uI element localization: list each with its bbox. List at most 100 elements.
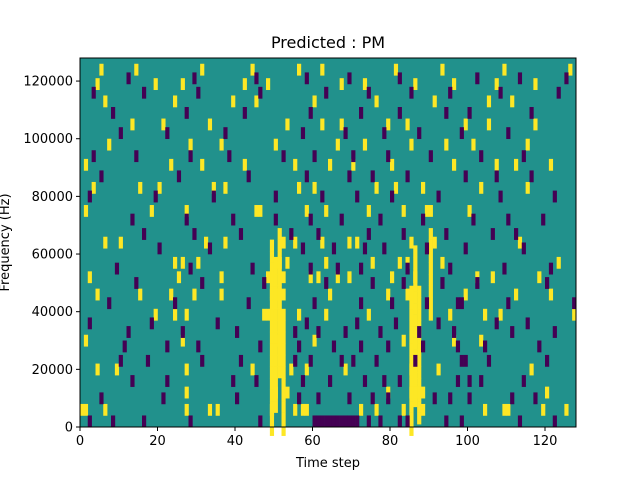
heatmap-cell-low	[343, 326, 348, 338]
heatmap-cell-low	[459, 415, 464, 428]
heatmap-cell-high	[417, 377, 422, 390]
heatmap-cell-high	[281, 271, 286, 284]
heatmap-cell-high	[223, 181, 228, 194]
heatmap-cell-high	[440, 256, 445, 269]
heatmap-cell-high	[273, 386, 278, 399]
heatmap-cell-low	[378, 415, 383, 428]
heatmap-cell-low	[339, 213, 344, 226]
heatmap-cell-low	[455, 375, 461, 387]
heatmap-cell-high	[374, 95, 379, 108]
heatmap-cell-low	[401, 277, 406, 289]
heatmap-cell-high	[99, 63, 104, 76]
heatmap-cell-high	[494, 78, 499, 91]
heatmap-cell-low	[312, 297, 317, 310]
heatmap-cell-high	[312, 181, 317, 194]
heatmap-cell-low	[142, 415, 147, 428]
heatmap-cell-high	[436, 363, 441, 376]
heatmap-cell-high	[204, 236, 209, 249]
heatmap-cell-high	[95, 78, 100, 91]
heatmap-cell-low	[436, 190, 441, 203]
heatmap-cell-low	[273, 213, 278, 226]
heatmap-cell-low	[347, 72, 352, 85]
heatmap-cell-low	[397, 107, 402, 119]
heatmap-cell-high	[184, 363, 189, 376]
heatmap-cell-high	[169, 288, 174, 301]
heatmap-cell-high	[339, 78, 344, 91]
heatmap-cell-low	[494, 317, 499, 330]
heatmap-cell-high	[421, 386, 426, 399]
heatmap-cell-high	[452, 334, 457, 347]
heatmap-cell-low	[149, 317, 154, 330]
heatmap-cell-high	[347, 271, 352, 284]
heatmap-cell-high	[428, 205, 433, 217]
heatmap-cell-low	[510, 326, 515, 338]
heatmap-cell-high	[409, 297, 414, 310]
heatmap-cell-low	[479, 150, 484, 163]
heatmap-cell-high	[184, 205, 189, 217]
heatmap-cell-high	[324, 308, 329, 321]
heatmap-cell-low	[347, 392, 352, 405]
heatmap-cell-high	[413, 303, 418, 315]
heatmap-cell-high	[347, 236, 352, 249]
heatmap-background	[80, 58, 576, 427]
heatmap-cell-high	[401, 205, 406, 217]
heatmap-cell-high	[231, 95, 236, 108]
heatmap-cell-high	[200, 63, 205, 76]
heatmap-cell-low	[467, 375, 472, 387]
heatmap-cell-low	[328, 415, 333, 428]
heatmap-cell-high	[173, 95, 178, 108]
heatmap-cell-low	[366, 86, 371, 99]
heatmap-cell-low	[331, 415, 337, 428]
heatmap-cell-low	[300, 127, 306, 140]
heatmap-cell-low	[281, 150, 286, 163]
y-axis-label: Frequency (Hz)	[0, 193, 13, 291]
heatmap-cell-low	[343, 415, 348, 428]
heatmap-cell-low	[231, 213, 236, 226]
y-axis: 0 20000 40000 60000 80000 100000 120000	[23, 75, 80, 436]
heatmap-cell-low	[401, 228, 406, 240]
heatmap-cell-low	[130, 213, 135, 226]
heatmap-cell-high	[355, 236, 360, 249]
heatmap-cell-high	[281, 308, 286, 321]
heatmap-cell-low	[378, 213, 383, 226]
heatmap-cell-high	[409, 236, 414, 249]
heatmap-cell-high	[479, 181, 484, 194]
heatmap-cell-low	[304, 317, 309, 330]
heatmap-cell-high	[525, 138, 530, 151]
heatmap-cell-high	[312, 334, 317, 347]
y-tick-label: 20000	[32, 363, 73, 378]
heatmap-cell-low	[114, 262, 120, 275]
heatmap-cell-low	[99, 170, 104, 183]
heatmap-cell-low	[200, 277, 205, 289]
heatmap-cell-low	[258, 415, 263, 428]
heatmap-cell-low	[316, 326, 321, 338]
heatmap-cell-low	[428, 150, 433, 163]
heatmap-cell-high	[409, 288, 414, 301]
heatmap-cell-high	[386, 118, 391, 131]
heatmap-cell-high	[463, 288, 468, 301]
heatmap-cell-low	[347, 415, 352, 428]
heatmap-cell-high	[409, 424, 414, 436]
heatmap-cell-high	[149, 205, 154, 217]
heatmap-cell-low	[370, 392, 375, 405]
heatmap-cell-low	[250, 262, 255, 275]
heatmap-cell-low	[324, 277, 329, 289]
heatmap-cell-high	[432, 236, 437, 249]
heatmap-cell-high	[273, 331, 278, 344]
heatmap-cell-high	[269, 251, 275, 263]
heatmap-cell-low	[405, 415, 410, 428]
heatmap-cell-low	[405, 262, 410, 275]
heatmap-cell-low	[142, 228, 147, 240]
heatmap-cell-high	[413, 372, 418, 385]
heatmap-cell-high	[277, 366, 282, 379]
heatmap-cell-high	[409, 354, 414, 367]
x-tick-label: 0	[76, 434, 84, 449]
heatmap-cell-high	[273, 320, 278, 333]
heatmap-cell-low	[552, 326, 557, 338]
heatmap-cell-high	[393, 181, 399, 194]
heatmap-cell-high	[281, 343, 286, 356]
x-axis-label: Time step	[295, 456, 360, 471]
x-tick-label: 80	[382, 434, 399, 449]
y-tick-label: 60000	[32, 248, 73, 263]
heatmap-cell-low	[366, 228, 371, 240]
